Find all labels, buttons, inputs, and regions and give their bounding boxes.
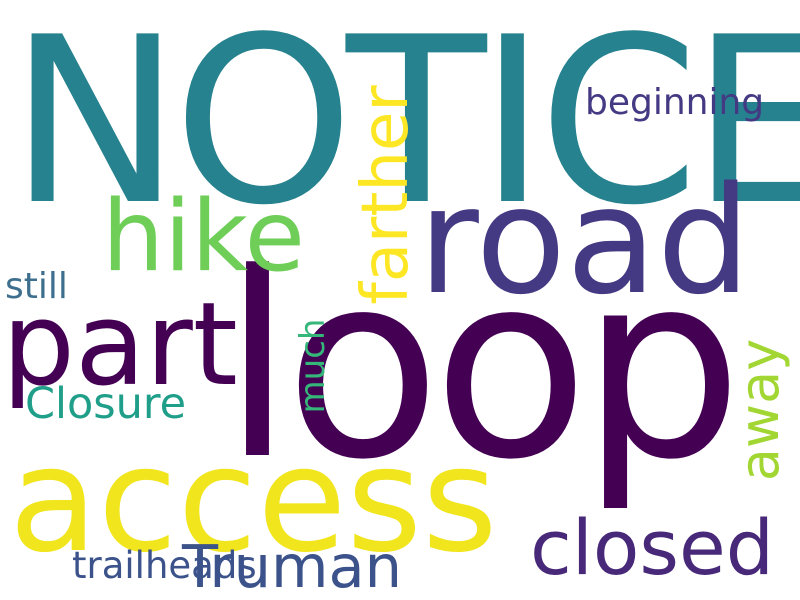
- word-still: away: [728, 338, 791, 482]
- word-loop: loop: [222, 219, 743, 516]
- word-hike: hike: [102, 180, 305, 294]
- word-notice: NOTICE: [9, 0, 800, 256]
- word-trailheads: still: [5, 266, 68, 307]
- word-part: part: [2, 278, 238, 412]
- word-access: access: [9, 416, 498, 585]
- word-closure: Truman: [182, 532, 403, 600]
- word-closed: farther: [349, 85, 423, 305]
- word-away: beginning: [585, 82, 765, 123]
- word-much: trailheads: [72, 544, 257, 587]
- word-farther: much: [293, 318, 333, 414]
- word-beginning: Closure: [25, 379, 187, 429]
- word-truman: closed: [530, 503, 774, 592]
- word-road: road: [418, 155, 751, 327]
